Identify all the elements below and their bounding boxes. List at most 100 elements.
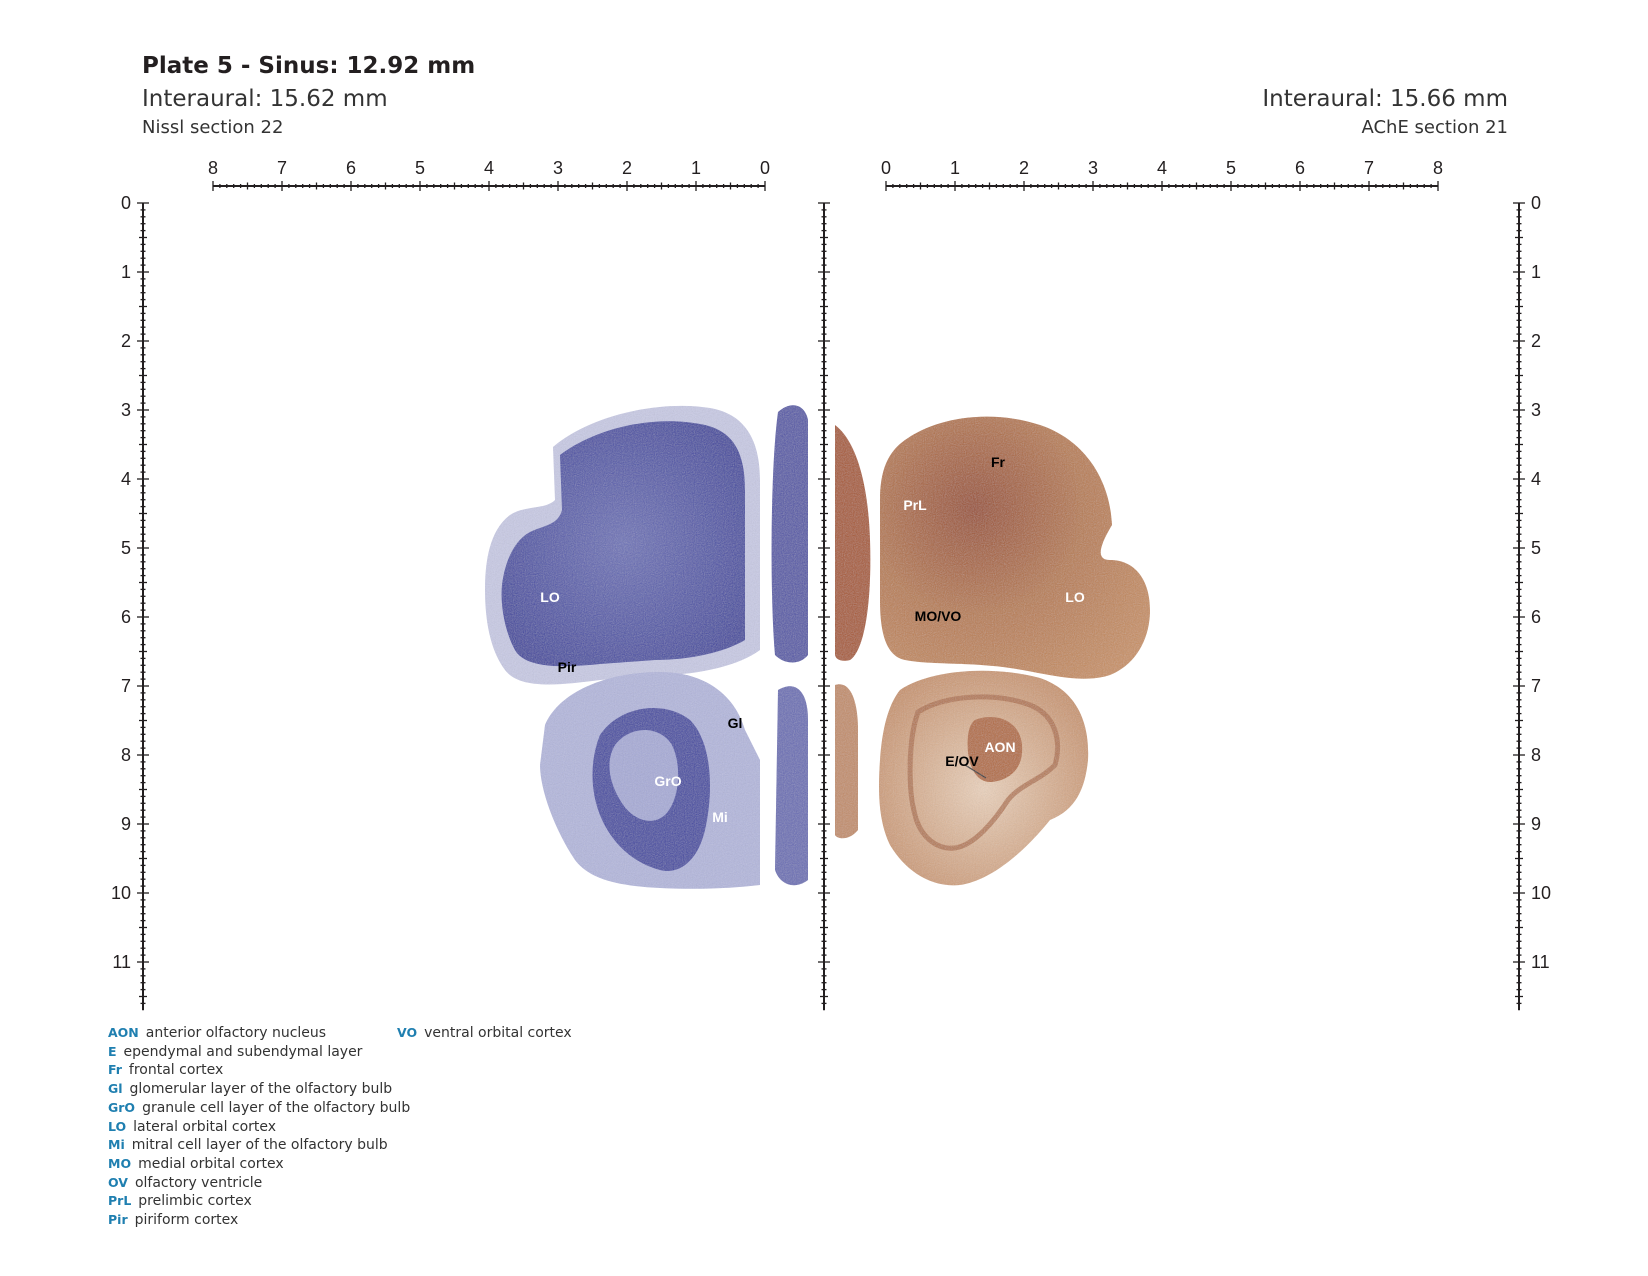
legend-item: Fr frontal cortex xyxy=(108,1061,410,1080)
top-left-axis-tick-label: 6 xyxy=(346,158,356,178)
top-left-axis-tick-label: 2 xyxy=(622,158,632,178)
left-vertical-axis-tick-label: 10 xyxy=(111,883,131,903)
left-vertical-axis-tick-label: 3 xyxy=(121,400,131,420)
legend-item: LO lateral orbital cortex xyxy=(108,1118,410,1137)
top-left-axis-tick-label: 0 xyxy=(760,158,770,178)
legend-text: anterior olfactory nucleus xyxy=(145,1025,327,1041)
top-right-axis-tick-label: 6 xyxy=(1295,158,1305,178)
legend-abbr: AON xyxy=(108,1025,139,1040)
ache-aon xyxy=(967,717,1023,783)
legend-text: glomerular layer of the olfactory bulb xyxy=(129,1081,393,1098)
ache-bulb-layer xyxy=(907,694,1061,851)
legend-item: GrO granule cell layer of the olfactory b… xyxy=(108,1099,410,1118)
left-vertical-axis-tick-label: 7 xyxy=(121,676,131,696)
legend-item: VO ventral orbital cortex xyxy=(397,1024,572,1043)
legend-text: piriform cortex xyxy=(134,1212,239,1229)
right-vertical-axis-tick-label: 10 xyxy=(1531,883,1551,903)
legend-abbr: MO xyxy=(108,1155,132,1171)
nissl-bulb-medial xyxy=(775,686,808,886)
top-left-axis-tick-label: 5 xyxy=(415,158,425,178)
right-vertical-axis-tick-label: 4 xyxy=(1531,469,1541,489)
top-left-axis-tick-label: 8 xyxy=(208,158,218,178)
region-label-gro: GrO xyxy=(654,773,681,789)
top-right-axis-tick-label: 2 xyxy=(1019,158,1029,178)
legend-column-2: VO ventral orbital cortex xyxy=(397,1024,572,1043)
legend-text: olfactory ventricle xyxy=(134,1174,263,1191)
right-vertical-axis-tick-label: 3 xyxy=(1531,400,1541,420)
legend-text: mitral cell layer of the olfactory bulb xyxy=(131,1137,388,1154)
legend-text: ventral orbital cortex xyxy=(424,1025,572,1041)
ache-cortex xyxy=(880,416,1150,679)
region-label-e-ov: E/OV xyxy=(945,753,979,769)
right-vertical-axis-tick-label: 1 xyxy=(1531,262,1541,282)
top-left-axis-tick-label: 7 xyxy=(277,158,287,178)
left-vertical-axis: 0 1 2 3 4 5 6 7 8 9 10 11 xyxy=(111,193,149,1011)
top-right-axis-tick-label: 1 xyxy=(950,158,960,178)
legend-abbr: VO xyxy=(397,1025,418,1040)
left-vertical-axis-tick-label: 11 xyxy=(112,952,131,972)
nissl-section xyxy=(485,405,808,889)
region-label-aon: AON xyxy=(984,739,1015,755)
nissl-section-label: Nissl section 22 xyxy=(142,117,284,138)
legend-abbr: Pir xyxy=(108,1212,128,1228)
left-vertical-axis-tick-label: 5 xyxy=(121,538,131,558)
ache-section xyxy=(835,416,1150,886)
e-ov-pointer xyxy=(964,764,987,779)
left-vertical-axis-tick-label: 2 xyxy=(121,331,131,351)
legend-item: Pir piriform cortex xyxy=(108,1211,410,1230)
region-label-fr: Fr xyxy=(991,454,1006,470)
nissl-bulb-core xyxy=(609,730,679,821)
right-vertical-axis-tick-label: 2 xyxy=(1531,331,1541,351)
plate-title: Plate 5 - Sinus: 12.92 mm xyxy=(142,53,476,79)
right-vertical-axis-tick-label: 9 xyxy=(1531,814,1541,834)
right-vertical-axis-tick-label: 0 xyxy=(1531,193,1541,213)
interaural-right: Interaural: 15.66 mm xyxy=(1262,86,1508,112)
legend-abbr: Gl xyxy=(108,1081,123,1097)
legend-item: MO medial orbital cortex xyxy=(108,1155,410,1174)
ache-region-labels: Fr PrL LO MO/VO AON E/OV xyxy=(903,454,1084,769)
left-vertical-axis-tick-label: 6 xyxy=(121,607,131,627)
ache-section-label: AChE section 21 xyxy=(1361,117,1508,138)
legend-item: Gl glomerular layer of the olfactory bulb xyxy=(108,1080,410,1099)
region-label-mo-vo: MO/VO xyxy=(915,608,962,624)
region-label-mi: Mi xyxy=(712,809,728,825)
left-vertical-axis-tick-label: 0 xyxy=(121,193,131,213)
legend-text: prelimbic cortex xyxy=(138,1193,252,1210)
left-vertical-axis-tick-label: 1 xyxy=(121,262,131,282)
legend-abbr: PrL xyxy=(108,1193,132,1209)
region-label-prl: PrL xyxy=(903,497,927,513)
top-left-axis-tick-label: 4 xyxy=(484,158,494,178)
region-label-pir: Pir xyxy=(558,659,577,675)
nissl-cortex-gray xyxy=(501,421,745,667)
legend-abbr: GrO xyxy=(108,1099,136,1115)
top-right-axis-tick-label: 0 xyxy=(881,158,891,178)
top-right-axis-tick-label: 4 xyxy=(1157,158,1167,178)
region-label-lo-nissl: LO xyxy=(540,589,560,605)
right-vertical-axis: 0 1 2 3 4 5 6 7 8 9 10 11 xyxy=(1513,193,1551,1011)
legend-abbr: OV xyxy=(108,1174,128,1190)
center-vertical-axis xyxy=(818,202,830,1011)
top-right-axis-tick-label: 3 xyxy=(1088,158,1098,178)
legend-abbr: Fr xyxy=(108,1062,122,1078)
legend-item: OV olfactory ventricle xyxy=(108,1174,410,1193)
legend-item: AON anterior olfactory nucleus xyxy=(108,1024,410,1043)
ache-medial-strip xyxy=(835,425,871,661)
right-vertical-axis-tick-label: 11 xyxy=(1531,952,1550,972)
legend-abbr: E xyxy=(108,1043,117,1059)
region-label-lo-ache: LO xyxy=(1065,589,1085,605)
top-right-axis: 0 1 2 3 4 5 6 7 8 xyxy=(881,158,1443,191)
left-vertical-axis-tick-label: 4 xyxy=(121,469,131,489)
top-left-axis-tick-label: 1 xyxy=(691,158,701,178)
nissl-region-labels: LO Pir Gl GrO Mi xyxy=(540,589,742,825)
legend-text: ependymal and subendymal layer xyxy=(123,1043,363,1060)
legend-item: PrL prelimbic cortex xyxy=(108,1192,410,1211)
right-vertical-axis-tick-label: 7 xyxy=(1531,676,1541,696)
interaural-left: Interaural: 15.62 mm xyxy=(142,86,388,112)
legend-text: granule cell layer of the olfactory bulb xyxy=(142,1099,411,1116)
right-vertical-axis-tick-label: 6 xyxy=(1531,607,1541,627)
top-right-axis-tick-label: 7 xyxy=(1364,158,1374,178)
